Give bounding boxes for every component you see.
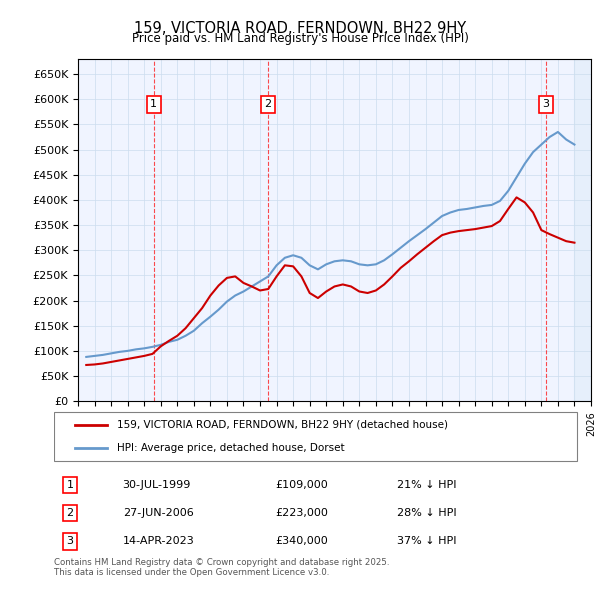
Text: 2: 2 [66,508,73,518]
Bar [574,59,591,401]
Text: £340,000: £340,000 [276,536,329,546]
Text: 2: 2 [265,99,272,109]
Text: 1: 1 [150,99,157,109]
Text: HPI: Average price, detached house, Dorset: HPI: Average price, detached house, Dors… [118,443,345,453]
Text: Contains HM Land Registry data © Crown copyright and database right 2025.
This d: Contains HM Land Registry data © Crown c… [54,558,389,577]
Text: £223,000: £223,000 [276,508,329,518]
Text: 3: 3 [542,99,550,109]
Text: Price paid vs. HM Land Registry's House Price Index (HPI): Price paid vs. HM Land Registry's House … [131,32,469,45]
Text: 30-JUL-1999: 30-JUL-1999 [122,480,191,490]
Text: 21% ↓ HPI: 21% ↓ HPI [397,480,457,490]
Text: £109,000: £109,000 [276,480,329,490]
Text: 14-APR-2023: 14-APR-2023 [122,536,194,546]
Text: 3: 3 [67,536,73,546]
Text: 27-JUN-2006: 27-JUN-2006 [122,508,193,518]
Text: 1: 1 [67,480,73,490]
FancyBboxPatch shape [54,412,577,461]
Text: 37% ↓ HPI: 37% ↓ HPI [397,536,457,546]
Text: 28% ↓ HPI: 28% ↓ HPI [397,508,457,518]
Text: 159, VICTORIA ROAD, FERNDOWN, BH22 9HY (detached house): 159, VICTORIA ROAD, FERNDOWN, BH22 9HY (… [118,420,448,430]
Text: 159, VICTORIA ROAD, FERNDOWN, BH22 9HY: 159, VICTORIA ROAD, FERNDOWN, BH22 9HY [134,21,466,35]
